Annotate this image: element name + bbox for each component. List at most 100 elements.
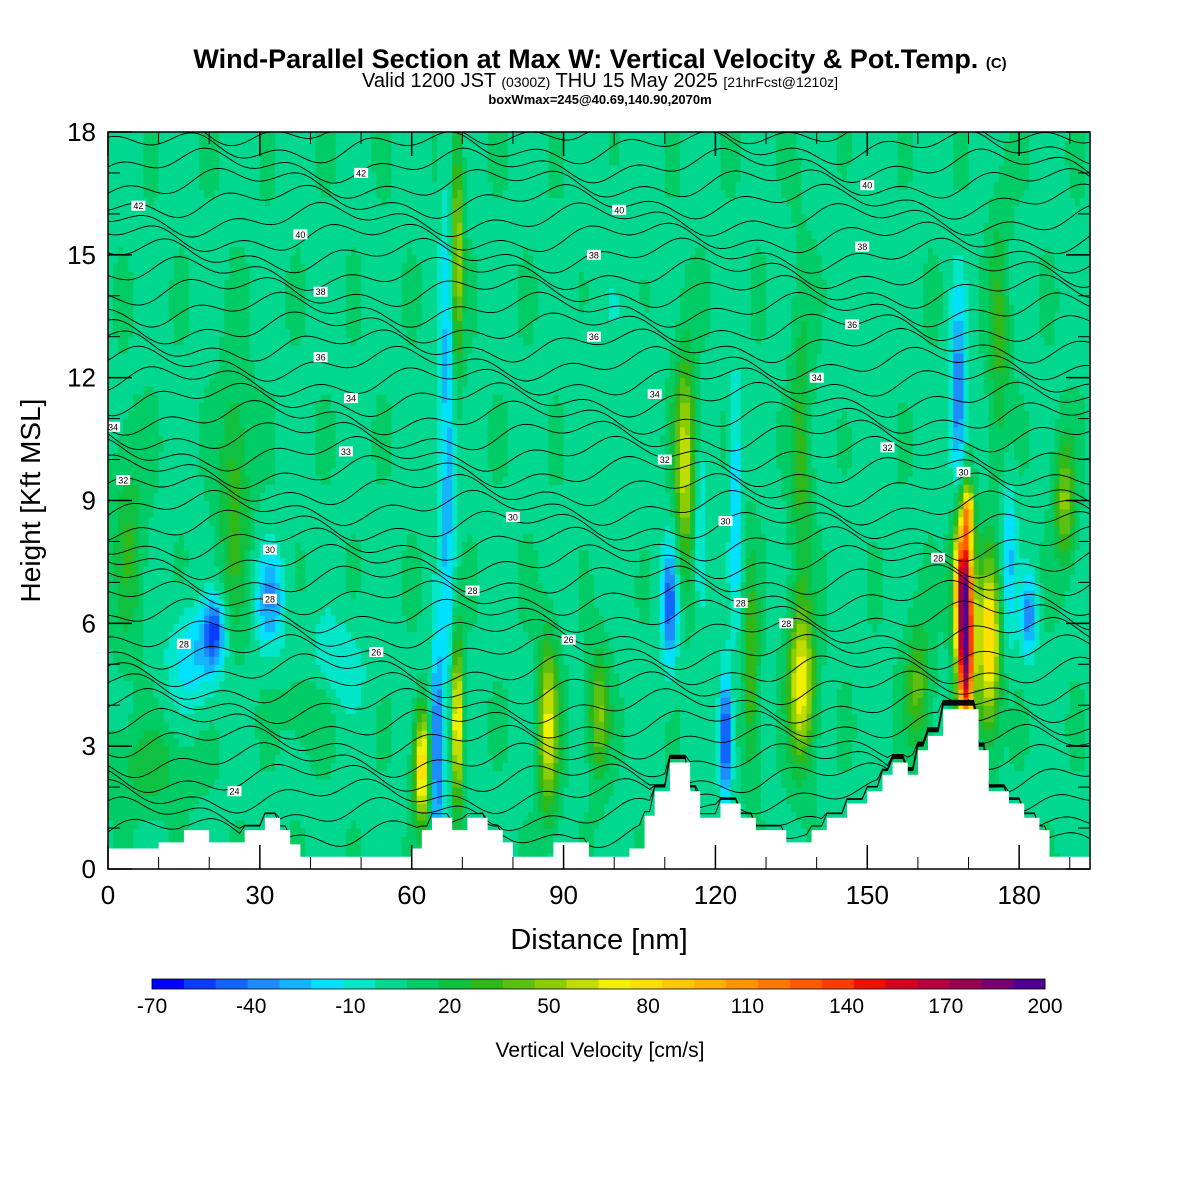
velocity-cell [310, 394, 317, 403]
velocity-cell [315, 606, 322, 616]
velocity-cell [290, 172, 296, 182]
velocity-cell [158, 205, 165, 215]
velocity-cell [350, 606, 357, 616]
velocity-cell [209, 353, 215, 362]
velocity-cell [244, 459, 251, 469]
velocity-cell [113, 213, 119, 223]
velocity-cell [138, 525, 145, 534]
velocity-cell [300, 598, 307, 608]
velocity-cell [335, 451, 342, 461]
velocity-cell [305, 770, 312, 780]
velocity-cell [239, 606, 246, 616]
velocity-cell [350, 754, 357, 764]
velocity-cell [371, 795, 377, 805]
velocity-cell [381, 238, 387, 248]
velocity-cell [188, 598, 195, 608]
velocity-cell [194, 443, 200, 452]
velocity-cell [148, 312, 155, 321]
velocity-cell [275, 213, 281, 223]
velocity-cell [224, 344, 231, 354]
velocity-cell [178, 664, 185, 674]
velocity-cell [224, 549, 231, 559]
velocity-cell [320, 566, 327, 575]
velocity-cell [209, 778, 215, 788]
velocity-cell [386, 754, 393, 764]
velocity-cell [108, 582, 114, 592]
velocity-cell [366, 312, 372, 321]
velocity-cell [143, 189, 150, 199]
velocity-cell [345, 606, 352, 616]
velocity-cell [376, 418, 382, 428]
velocity-cell [113, 140, 119, 149]
velocity-cell [320, 213, 327, 223]
velocity-cell [310, 475, 317, 485]
velocity-cell [249, 132, 256, 141]
velocity-cell [209, 222, 215, 231]
velocity-cell [280, 762, 286, 772]
velocity-cell [239, 574, 246, 583]
velocity-cell [345, 148, 352, 158]
velocity-cell [168, 492, 175, 502]
velocity-cell [300, 729, 307, 739]
velocity-cell [315, 566, 322, 575]
velocity-cell [204, 778, 210, 788]
velocity-cell [366, 394, 372, 403]
velocity-cell [199, 328, 205, 338]
velocity-cell [361, 746, 367, 755]
velocity-cell [330, 787, 337, 796]
velocity-cell [194, 484, 200, 493]
velocity-cell [350, 590, 357, 600]
velocity-cell [371, 549, 377, 559]
velocity-cell [320, 246, 327, 256]
velocity-cell [275, 664, 281, 674]
velocity-cell [366, 205, 372, 215]
velocity-cell [173, 828, 180, 837]
velocity-cell [199, 254, 205, 264]
velocity-cell [229, 410, 236, 420]
velocity-cell [168, 287, 175, 297]
velocity-cell [204, 369, 210, 379]
velocity-cell [285, 426, 291, 436]
velocity-cell [133, 443, 139, 452]
velocity-cell [143, 451, 150, 461]
velocity-cell [386, 566, 393, 575]
velocity-cell [300, 303, 307, 313]
velocity-cell [138, 836, 145, 846]
velocity-cell [229, 647, 236, 657]
velocity-cell [280, 238, 286, 248]
velocity-cell [330, 836, 337, 846]
velocity-cell [194, 566, 200, 575]
velocity-cell [305, 598, 312, 608]
velocity-cell [366, 500, 372, 510]
velocity-cell [118, 303, 124, 313]
velocity-cell [199, 606, 205, 616]
velocity-cell [214, 656, 220, 665]
velocity-cell [153, 213, 160, 223]
velocity-cell [234, 533, 241, 543]
velocity-cell [143, 279, 150, 289]
velocity-cell [178, 615, 185, 624]
velocity-cell [183, 402, 190, 412]
velocity-cell [295, 205, 301, 215]
velocity-cell [259, 656, 266, 665]
velocity-cell [204, 467, 210, 477]
velocity-cell [183, 566, 190, 575]
velocity-cell [386, 770, 393, 780]
velocity-cell [219, 418, 226, 428]
velocity-cell [259, 189, 266, 199]
velocity-cell [224, 312, 231, 321]
velocity-cell [148, 263, 155, 272]
velocity-cell [153, 533, 160, 543]
velocity-cell [173, 508, 180, 518]
velocity-cell [188, 336, 195, 346]
velocity-cell [275, 746, 281, 755]
velocity-cell [320, 697, 327, 706]
velocity-cell [234, 303, 241, 313]
velocity-cell [320, 705, 327, 715]
velocity-cell [315, 762, 322, 772]
velocity-cell [188, 426, 195, 436]
velocity-cell [315, 197, 322, 207]
velocity-cell [153, 418, 160, 428]
velocity-cell [214, 647, 220, 657]
velocity-cell [199, 697, 205, 706]
